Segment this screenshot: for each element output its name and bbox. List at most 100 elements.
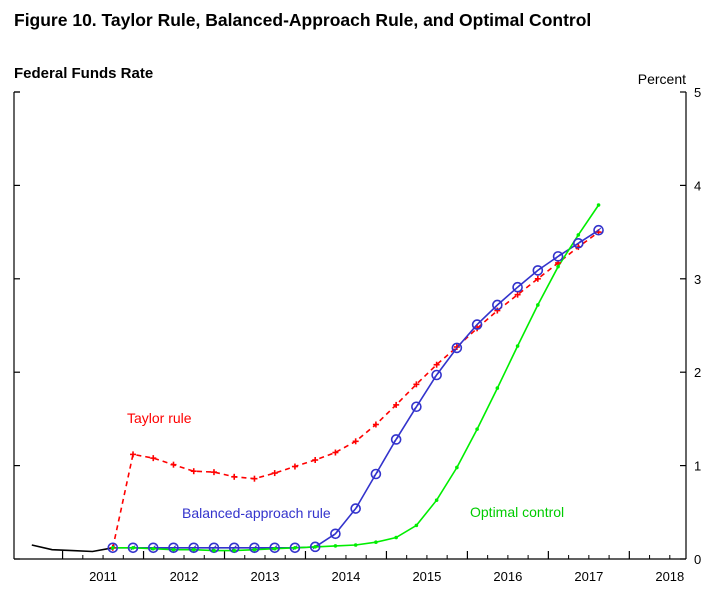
balanced-point-slash bbox=[413, 404, 419, 410]
optimal-point bbox=[151, 546, 156, 551]
taylor-point bbox=[130, 451, 137, 458]
optimal-point bbox=[272, 546, 277, 551]
balanced-point bbox=[492, 299, 503, 311]
optimal-point bbox=[313, 545, 317, 549]
taylor-point bbox=[210, 469, 217, 476]
taylor-point bbox=[190, 468, 197, 475]
balanced-point bbox=[593, 224, 604, 236]
taylor-point bbox=[332, 449, 339, 456]
balanced-point-slash bbox=[373, 471, 379, 477]
balanced-point bbox=[147, 542, 159, 554]
optimal-point bbox=[232, 548, 237, 553]
taylor-point bbox=[372, 421, 379, 428]
optimal-point bbox=[536, 303, 540, 307]
x-tick-label: 2013 bbox=[251, 569, 280, 584]
optimal-point bbox=[556, 264, 560, 269]
optimal-line bbox=[112, 204, 600, 552]
balanced-point bbox=[350, 503, 361, 514]
balanced-point-slash bbox=[555, 253, 561, 259]
balanced-point bbox=[168, 542, 179, 554]
balanced-point-slash bbox=[494, 302, 500, 308]
taylor-point bbox=[494, 307, 501, 314]
y-tick-label: 2 bbox=[694, 365, 701, 380]
y-tick-label: 3 bbox=[694, 272, 701, 287]
y-tick-label: 0 bbox=[694, 552, 701, 567]
y-tick-label: 1 bbox=[694, 459, 701, 474]
taylor-point bbox=[534, 275, 541, 282]
balanced-point bbox=[249, 542, 260, 554]
taylor-point bbox=[271, 470, 278, 477]
balanced-point-slash bbox=[434, 372, 440, 378]
taylor-point bbox=[393, 401, 400, 408]
balanced-point bbox=[573, 238, 584, 249]
optimal-point bbox=[434, 498, 439, 502]
balanced-point-slash bbox=[575, 240, 581, 246]
x-tick-label: 2012 bbox=[170, 569, 199, 584]
balanced-point bbox=[330, 528, 341, 540]
taylor-point bbox=[150, 455, 157, 462]
balanced-point-slash bbox=[515, 284, 521, 290]
balanced-point bbox=[532, 265, 544, 276]
series-markers bbox=[107, 203, 604, 554]
optimal-point bbox=[576, 233, 581, 237]
x-tick-label: 2011 bbox=[89, 569, 117, 584]
optimal-point bbox=[171, 547, 176, 552]
balanced-point-slash bbox=[454, 345, 460, 351]
optimal-point bbox=[515, 344, 520, 348]
x-tick-label: 2015 bbox=[412, 569, 441, 584]
balanced-point bbox=[370, 468, 382, 480]
balanced-approach-annotation: Balanced-approach rule bbox=[182, 505, 331, 521]
optimal-point bbox=[212, 548, 216, 553]
balanced-point-slash bbox=[474, 322, 480, 328]
optimal-point bbox=[333, 544, 338, 548]
x-tick-label: 2018 bbox=[655, 569, 684, 584]
x-tick-label: 2016 bbox=[493, 569, 522, 584]
optimal-point bbox=[596, 203, 601, 207]
optimal-point bbox=[353, 543, 358, 547]
optimal-point bbox=[414, 523, 419, 528]
optimal-point bbox=[495, 386, 500, 390]
balanced-point bbox=[512, 281, 523, 293]
taylor-point bbox=[352, 438, 359, 445]
balanced-point bbox=[552, 251, 564, 262]
balanced-point-slash bbox=[535, 267, 541, 273]
figure-title: Figure 10. Taylor Rule, Balanced-Approac… bbox=[14, 10, 592, 30]
balanced-point-slash bbox=[393, 436, 399, 443]
optimal-point bbox=[252, 547, 257, 552]
balanced-point-slash bbox=[211, 545, 217, 551]
balanced-point bbox=[431, 369, 442, 381]
taylor-point bbox=[453, 343, 460, 350]
balanced-point bbox=[107, 542, 119, 554]
balanced-point bbox=[451, 342, 463, 354]
balanced-point bbox=[289, 542, 301, 554]
optimal-point bbox=[131, 545, 135, 550]
balanced-point-slash bbox=[353, 506, 359, 512]
balanced-point-slash bbox=[231, 545, 237, 551]
optimal-point bbox=[110, 545, 115, 550]
chart-title: Federal Funds Rate bbox=[14, 65, 153, 82]
balanced-point bbox=[471, 319, 483, 330]
balanced-point-slash bbox=[596, 227, 602, 233]
balanced-point bbox=[309, 541, 321, 553]
optimal-point bbox=[394, 535, 398, 540]
taylor-point bbox=[312, 456, 319, 463]
y-tick-label: 4 bbox=[694, 178, 701, 193]
y-axis: 0 1 2 3 4 5 bbox=[14, 85, 701, 567]
optimal-point bbox=[455, 465, 459, 470]
taylor-point bbox=[433, 361, 440, 368]
x-axis: 2011 2012 2013 2014 2015 2016 2017 2018 bbox=[61, 551, 684, 584]
taylor-point bbox=[251, 475, 258, 482]
balanced-point bbox=[411, 401, 422, 413]
y-axis-unit-label: Percent bbox=[638, 71, 686, 87]
plot-frame bbox=[13, 91, 687, 560]
history-line bbox=[31, 544, 113, 553]
optimal-point bbox=[293, 545, 297, 550]
balanced-point bbox=[390, 434, 402, 445]
optimal-point bbox=[191, 547, 196, 552]
series-lines bbox=[31, 204, 600, 553]
balanced-point-slash bbox=[332, 531, 338, 537]
balanced-point bbox=[188, 542, 200, 554]
taylor-point bbox=[514, 291, 521, 298]
y-tick-label: 5 bbox=[694, 85, 701, 100]
